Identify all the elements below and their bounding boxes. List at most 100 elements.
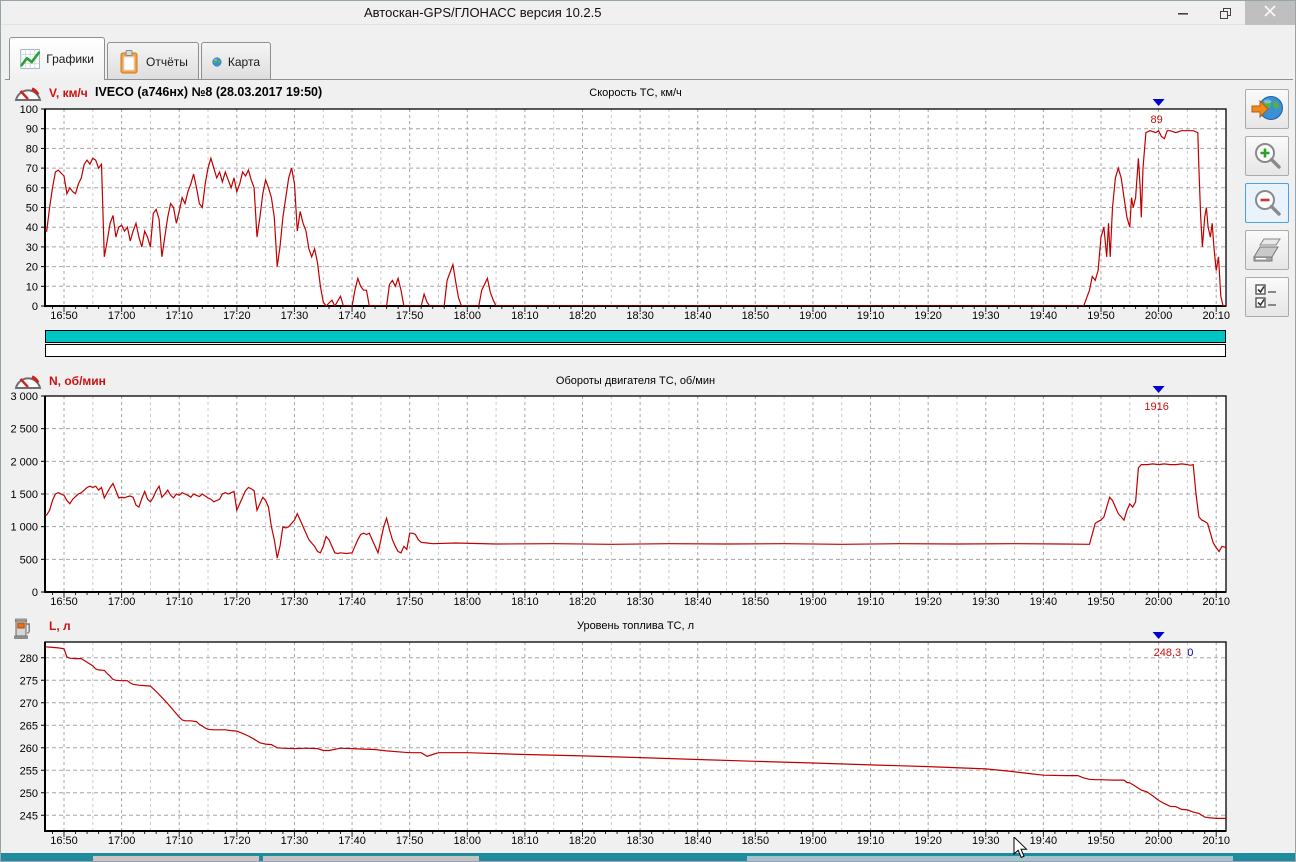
tab-label: Графики <box>46 52 94 66</box>
tab-reports[interactable]: Отчёты <box>107 42 199 80</box>
x-tick-label: 18:20 <box>569 310 597 322</box>
x-tick-label: 18:20 <box>569 835 597 847</box>
x-tick-label: 18:20 <box>569 596 597 608</box>
x-tick-label: 20:00 <box>1145 310 1173 322</box>
bottom-window-edge <box>1 853 1296 862</box>
x-tick-label: 19:30 <box>972 835 1000 847</box>
y-tick-label: 255 <box>20 765 38 777</box>
zoom-in-icon <box>1251 140 1283 172</box>
speed-chart-plot[interactable]: 010203040506070809010016:5017:0017:1017:… <box>1 97 1241 337</box>
x-tick-label: 17:40 <box>338 835 366 847</box>
y-tick-label: 2 500 <box>10 424 38 436</box>
show-on-map-button[interactable] <box>1245 89 1289 129</box>
rpm-chart-plot[interactable]: 05001 0001 5002 0002 5003 00016:5017:001… <box>1 384 1241 616</box>
y-tick-label: 250 <box>20 788 38 800</box>
x-tick-label: 18:30 <box>626 835 654 847</box>
y-tick-label: 20 <box>26 262 38 274</box>
y-tick-label: 260 <box>20 743 38 755</box>
x-tick-label: 19:30 <box>972 310 1000 322</box>
x-tick-label: 20:00 <box>1145 835 1173 847</box>
x-tick-label: 17:50 <box>396 596 424 608</box>
x-tick-label: 19:50 <box>1087 596 1115 608</box>
y-tick-label: 1 000 <box>10 522 38 534</box>
x-tick-label: 19:30 <box>972 596 1000 608</box>
x-tick-label: 18:00 <box>454 835 482 847</box>
graph-options-button[interactable] <box>1245 277 1289 317</box>
y-tick-label: 80 <box>26 143 38 155</box>
fuel-pump-icon <box>13 617 33 644</box>
charts-tab-icon <box>20 46 40 72</box>
y-tick-label: 265 <box>20 720 38 732</box>
restore-button[interactable] <box>1205 1 1245 25</box>
x-tick-label: 20:10 <box>1202 596 1230 608</box>
x-tick-label: 19:10 <box>857 835 885 847</box>
title-bar: Автоскан-GPS/ГЛОНАСС версия 10.2.5 <box>1 1 1295 25</box>
x-tick-label: 19:00 <box>799 310 827 322</box>
tab-label: Карта <box>228 55 260 69</box>
fuel-chart-plot[interactable]: 24525025526026527027528016:5017:0017:101… <box>1 629 1241 853</box>
x-tick-label: 18:30 <box>626 310 654 322</box>
x-tick-label: 20:10 <box>1202 835 1230 847</box>
x-tick-label: 16:50 <box>50 835 78 847</box>
y-tick-label: 1 500 <box>10 489 38 501</box>
cursor-value-label: 248,3 0 <box>1154 647 1194 659</box>
minimize-icon <box>1177 5 1189 17</box>
zoom-out-icon <box>1251 187 1283 219</box>
speedometer-icon <box>13 372 43 394</box>
printer-icon <box>1250 235 1284 265</box>
x-tick-label: 19:20 <box>914 835 942 847</box>
window-title: Автоскан-GPS/ГЛОНАСС версия 10.2.5 <box>364 5 602 20</box>
speedometer-icon <box>13 84 43 106</box>
x-tick-label: 19:50 <box>1087 835 1115 847</box>
x-tick-label: 17:10 <box>165 596 193 608</box>
x-tick-label: 17:30 <box>281 596 309 608</box>
x-tick-label: 20:00 <box>1145 596 1173 608</box>
rpm-chart-header: N, об/мин Обороты двигателя ТС, об/мин <box>1 371 1241 393</box>
x-tick-label: 18:10 <box>511 596 539 608</box>
x-tick-label: 18:10 <box>511 835 539 847</box>
y-tick-label: 0 <box>32 587 38 599</box>
x-tick-label: 18:10 <box>511 310 539 322</box>
x-tick-label: 19:20 <box>914 310 942 322</box>
y-tick-label: 2 000 <box>10 456 38 468</box>
minimize-button[interactable] <box>1163 1 1203 25</box>
map-tab-icon <box>212 50 222 74</box>
fuel-chart-title: Уровень топлива ТС, л <box>45 620 1226 632</box>
restore-icon <box>1220 8 1231 19</box>
x-tick-label: 19:00 <box>799 835 827 847</box>
zoom-in-button[interactable] <box>1245 136 1289 176</box>
print-button[interactable] <box>1245 230 1289 270</box>
x-tick-label: 18:50 <box>742 835 770 847</box>
x-tick-label: 19:20 <box>914 596 942 608</box>
x-tick-label: 18:00 <box>454 596 482 608</box>
y-tick-label: 0 <box>32 301 38 313</box>
x-tick-label: 19:40 <box>1030 310 1058 322</box>
x-tick-label: 17:50 <box>396 310 424 322</box>
y-tick-label: 40 <box>26 222 38 234</box>
y-tick-label: 10 <box>26 281 38 293</box>
x-tick-label: 19:40 <box>1030 596 1058 608</box>
x-tick-label: 17:00 <box>108 835 136 847</box>
close-button[interactable] <box>1245 1 1295 25</box>
x-tick-label: 19:10 <box>857 596 885 608</box>
y-tick-label: 275 <box>20 675 38 687</box>
x-tick-label: 17:30 <box>281 310 309 322</box>
x-tick-label: 17:00 <box>108 310 136 322</box>
x-tick-label: 19:10 <box>857 310 885 322</box>
x-tick-label: 16:50 <box>50 310 78 322</box>
close-icon <box>1264 5 1276 17</box>
x-tick-label: 18:40 <box>684 310 712 322</box>
application-window: Автоскан-GPS/ГЛОНАСС версия 10.2.5 Графи… <box>0 0 1296 862</box>
tab-map[interactable]: Карта <box>201 42 271 80</box>
zoom-out-button[interactable] <box>1245 183 1289 223</box>
tab-label: Отчёты <box>146 55 188 69</box>
speed-chart-header: V, км/ч IVECO (а746нх) №8 (28.03.2017 19… <box>1 83 1241 105</box>
x-tick-label: 17:00 <box>108 596 136 608</box>
x-tick-label: 19:40 <box>1030 835 1058 847</box>
x-tick-label: 19:00 <box>799 596 827 608</box>
y-tick-label: 270 <box>20 698 38 710</box>
checklist-icon <box>1252 282 1282 312</box>
fuel-chart-header: L, л Уровень топлива ТС, л <box>1 616 1241 638</box>
x-tick-label: 19:50 <box>1087 310 1115 322</box>
tab-graphics[interactable]: Графики <box>9 37 105 80</box>
